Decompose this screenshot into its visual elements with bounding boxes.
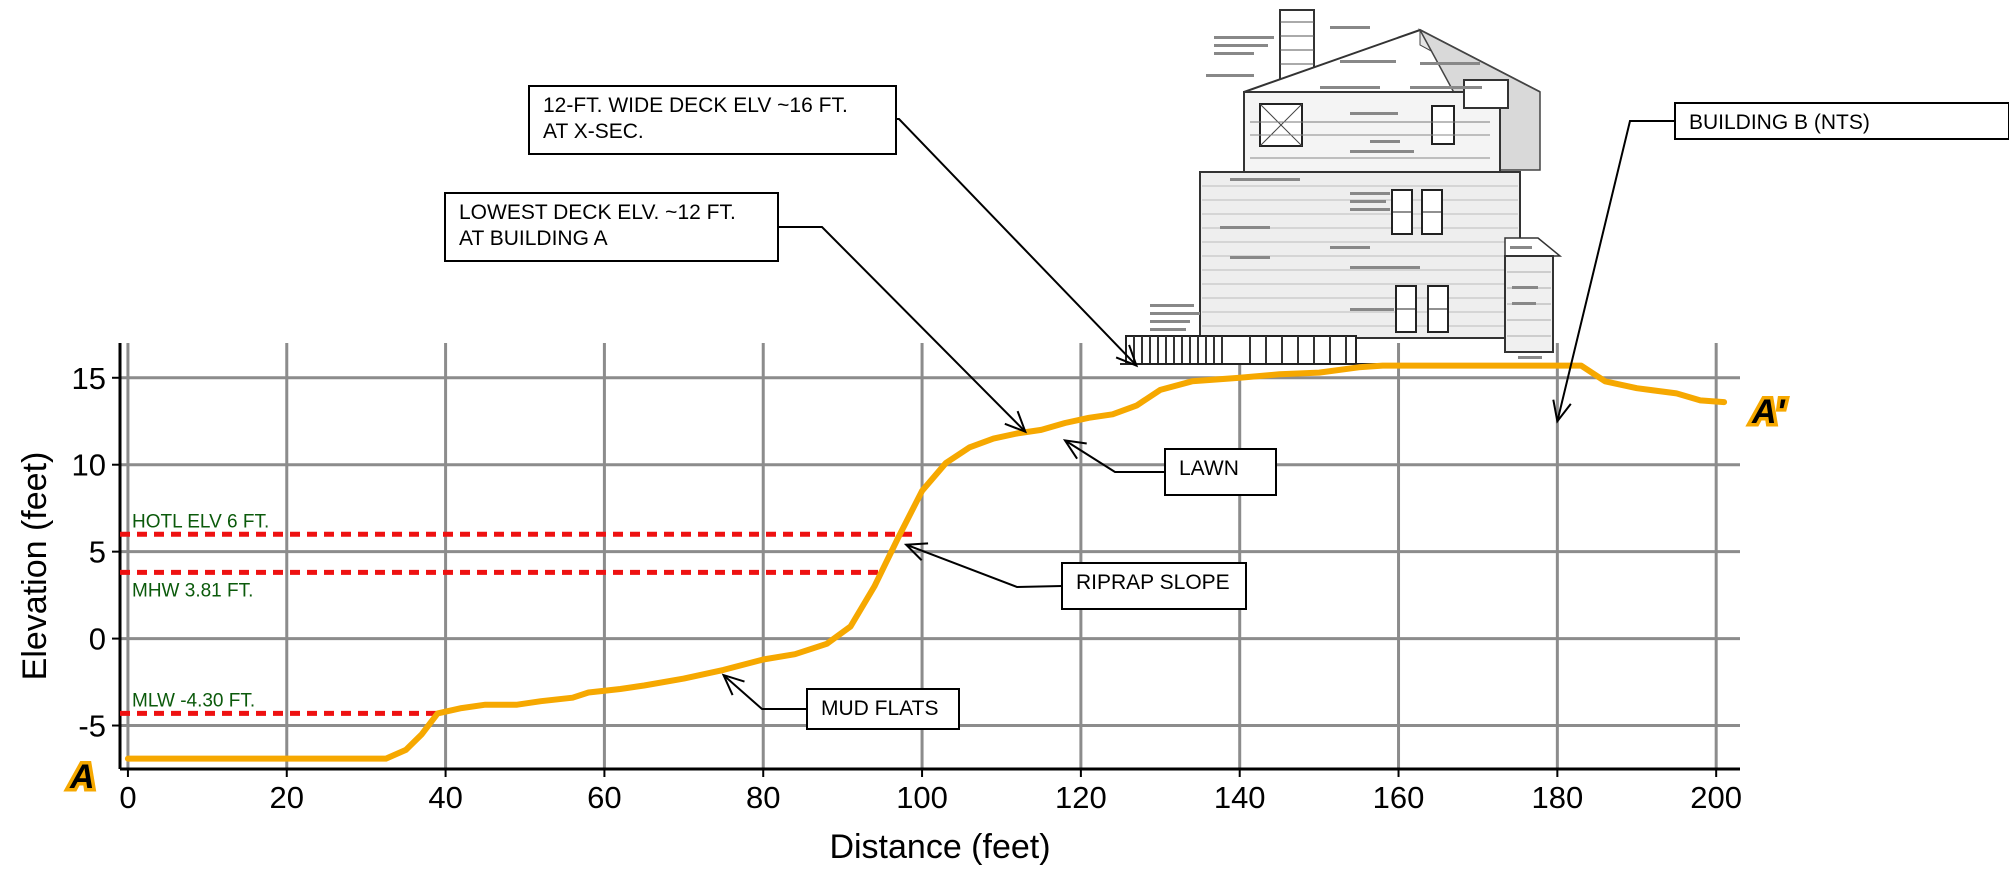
callout-arrowhead: [1115, 344, 1139, 368]
endpoint-end-label: A': [1751, 393, 1787, 431]
callout: BUILDING B (NTS): [1552, 102, 2009, 424]
callout-text: BUILDING B (NTS): [1689, 111, 1870, 134]
callout-text: AT X-SEC.: [543, 120, 644, 143]
grid: [120, 343, 1740, 769]
x-tick-label: 120: [1055, 780, 1107, 815]
callout-arrowhead: [903, 542, 929, 561]
callout-arrowhead: [1062, 439, 1087, 460]
y-tick-label: 5: [89, 535, 106, 570]
callout-leader: [1556, 120, 1675, 422]
callout-text: AT BUILDING A: [459, 227, 608, 250]
callout-box: [528, 85, 897, 155]
axes: 0 20 40 60 80 100 120 140 160 180 200 -5 0 5 10 15: [72, 343, 1742, 815]
callout-leader: [1064, 439, 1165, 473]
callout-arrowhead: [721, 673, 745, 696]
reference-lines: HOTL ELV 6 FT. MHW 3.81 FT. MLW -4.30 FT.: [120, 511, 915, 716]
callout-text: 12-FT. WIDE DECK ELV ~16 FT.: [543, 94, 848, 117]
x-tick-label: 200: [1690, 780, 1742, 815]
callout-box: [1164, 448, 1277, 496]
callout-leader: [722, 674, 807, 710]
endpoints: A A': [66, 390, 1791, 800]
callout-leader: [905, 543, 1063, 589]
callout: RIPRAP SLOPE: [903, 542, 1247, 610]
y-tick-label: 15: [72, 361, 106, 396]
callout-arrowhead: [1552, 399, 1572, 424]
profile-line: [124, 362, 1728, 762]
y-tick-label: 0: [89, 622, 106, 657]
y-tick-label: -5: [78, 709, 106, 744]
reference-line-label: MLW -4.30 FT.: [132, 690, 255, 711]
callout: LAWN: [1062, 439, 1277, 496]
x-tick-label: 0: [119, 780, 136, 815]
building-b-drawing: [1120, 9, 1565, 365]
callout-box: [444, 192, 779, 262]
x-tick-label: 100: [896, 780, 948, 815]
x-tick-label: 80: [746, 780, 780, 815]
callout: LOWEST DECK ELV. ~12 FT. AT BUILDING A: [444, 192, 1028, 434]
x-tick-label: 140: [1214, 780, 1266, 815]
callout-box: [806, 688, 960, 730]
x-tick-label: 180: [1531, 780, 1583, 815]
x-tick-label: 40: [428, 780, 462, 815]
reference-line-label: HOTL ELV 6 FT.: [132, 511, 269, 532]
callouts: 12-FT. WIDE DECK ELV ~16 FT. AT X-SEC. LOW…: [444, 85, 2009, 730]
reference-line-label: MHW 3.81 FT.: [132, 580, 253, 601]
callout-box: [1674, 102, 2009, 140]
x-tick-label: 20: [270, 780, 304, 815]
callout: 12-FT. WIDE DECK ELV ~16 FT. AT X-SEC.: [528, 85, 1139, 368]
callout-leader: [896, 118, 1138, 367]
callout-text: LAWN: [1179, 457, 1239, 480]
x-tick-label: 160: [1373, 780, 1425, 815]
y-tick-label: 10: [72, 448, 106, 483]
x-axis-title: Distance (feet): [829, 828, 1050, 866]
axis-titles: Distance (feet) Elevation (feet): [16, 452, 1051, 866]
x-tick-label: 60: [587, 780, 621, 815]
callout-leader: [778, 226, 1027, 433]
y-axis-title: Elevation (feet): [16, 452, 54, 681]
callout-text: MUD FLATS: [821, 697, 938, 720]
callout-text: RIPRAP SLOPE: [1076, 571, 1230, 594]
endpoint-start-label: A: [69, 758, 95, 796]
callout-text: LOWEST DECK ELV. ~12 FT.: [459, 201, 736, 224]
callout: MUD FLATS: [721, 673, 960, 730]
callout-arrowhead: [1004, 410, 1028, 434]
profile-series: [124, 362, 1728, 762]
callout-box: [1061, 562, 1247, 610]
